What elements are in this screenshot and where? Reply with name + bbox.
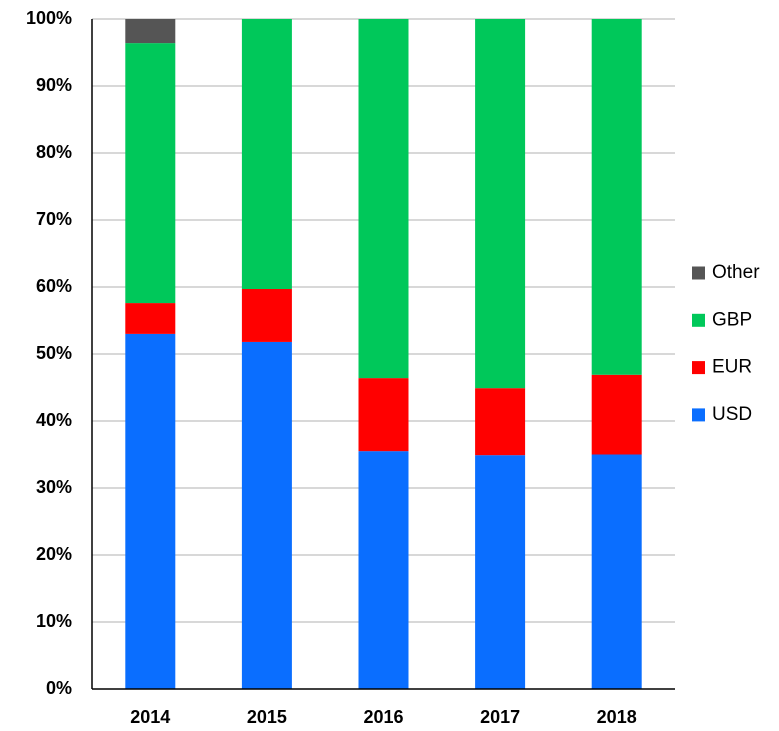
bar-segment: [358, 378, 409, 452]
legend-swatch: [692, 361, 705, 375]
x-tick-label: 2018: [597, 707, 637, 727]
bar-segment: [475, 455, 526, 689]
bar-segment: [125, 303, 176, 334]
bar-segment: [475, 19, 526, 389]
bar-segment: [591, 19, 642, 375]
y-tick-label: 10%: [36, 611, 72, 631]
legend-swatch: [692, 408, 705, 422]
x-tick-label: 2015: [247, 707, 287, 727]
bar-segment: [358, 19, 409, 379]
bar-segment: [125, 333, 176, 689]
bar-segment: [591, 454, 642, 689]
y-tick-label: 40%: [36, 410, 72, 430]
x-tick-label: 2017: [480, 707, 520, 727]
legend-swatch: [692, 313, 705, 327]
bar-segment: [125, 19, 176, 44]
bar-segment: [475, 388, 526, 456]
bar-segment: [241, 19, 292, 290]
bar-segment: [591, 374, 642, 455]
y-tick-label: 90%: [36, 75, 72, 95]
y-tick-label: 30%: [36, 477, 72, 497]
y-tick-label: 0%: [46, 678, 72, 698]
x-tick-label: 2016: [363, 707, 403, 727]
bar-segment: [241, 341, 292, 689]
x-tick-label: 2014: [130, 707, 170, 727]
y-tick-label: 80%: [36, 142, 72, 162]
y-tick-label: 60%: [36, 276, 72, 296]
bar-segment: [125, 43, 176, 304]
legend-label: Other: [712, 262, 760, 283]
legend-label: GBP: [712, 309, 752, 330]
legend-label: USD: [712, 404, 752, 425]
y-tick-label: 70%: [36, 209, 72, 229]
y-tick-label: 20%: [36, 544, 72, 564]
legend-label: EUR: [712, 357, 752, 378]
y-tick-label: 50%: [36, 343, 72, 363]
bar-segment: [241, 289, 292, 342]
legend-swatch: [692, 266, 705, 280]
bar-segment: [358, 451, 409, 689]
y-tick-label: 100%: [26, 8, 72, 28]
